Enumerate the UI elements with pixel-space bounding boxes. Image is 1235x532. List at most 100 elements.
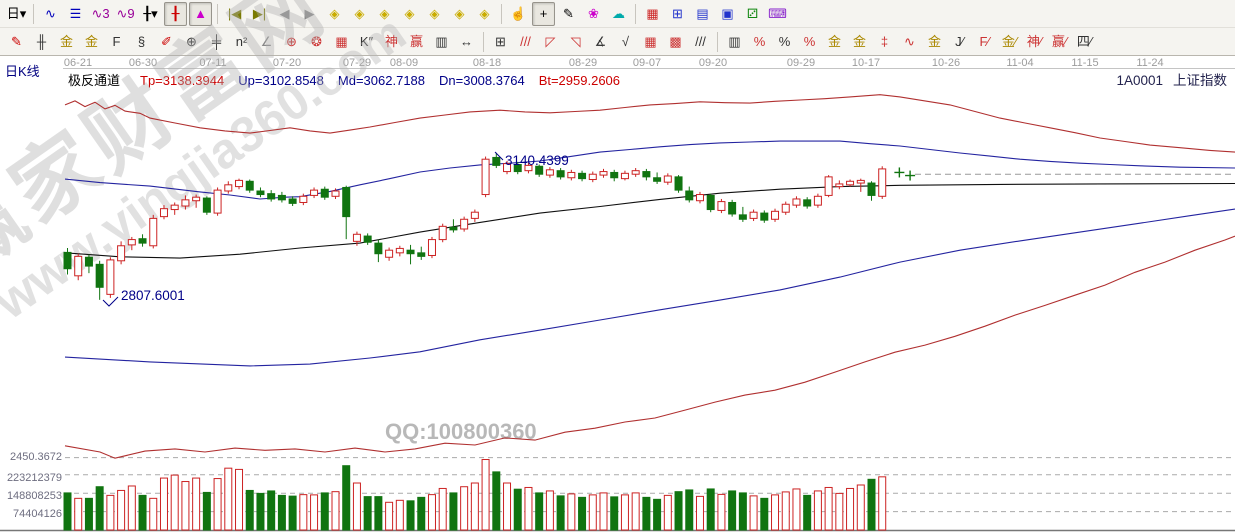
star-circle-red-button[interactable]: ❂ bbox=[311, 33, 322, 49]
volume-bar bbox=[310, 494, 319, 531]
candle-body bbox=[878, 168, 887, 197]
color-chart-button[interactable]: ▲ bbox=[189, 1, 212, 26]
crosshair-button[interactable]: + bbox=[532, 1, 555, 26]
volume-bar bbox=[267, 490, 276, 531]
date-tick-label: 08-29 bbox=[568, 57, 598, 69]
percent-wave-button[interactable]: % bbox=[753, 33, 766, 49]
page-prev-button[interactable]: ◀ bbox=[279, 5, 290, 21]
volume-bar bbox=[835, 492, 844, 531]
grid-red-2-button[interactable]: ▩ bbox=[669, 33, 682, 49]
calendar-button[interactable]: ▦ bbox=[646, 5, 659, 21]
compress-y-button[interactable]: ◈ bbox=[479, 5, 490, 21]
volume-bar bbox=[170, 474, 179, 531]
shift-right-button[interactable]: ◈ bbox=[354, 5, 365, 21]
spiral-tool-button[interactable]: § bbox=[137, 33, 146, 49]
j-line-button[interactable]: J∕ bbox=[955, 33, 964, 49]
gold-lines-button[interactable]: 金 bbox=[852, 33, 866, 49]
kline-style-button[interactable]: ╂ bbox=[164, 1, 187, 26]
minute-3-chart-button[interactable]: ∿3 bbox=[91, 5, 110, 21]
gold-circle-button[interactable]: 金 bbox=[827, 33, 841, 49]
check-line-button[interactable]: √ bbox=[621, 33, 630, 49]
fan-box-2-button[interactable]: ◹ bbox=[570, 33, 581, 49]
f-line-button[interactable]: F∕ bbox=[979, 33, 990, 49]
si-line-button[interactable]: 四∕ bbox=[1076, 33, 1093, 49]
first-page-button[interactable]: |◀ bbox=[227, 5, 242, 21]
gann-fan-button[interactable]: /// bbox=[520, 33, 531, 49]
k-quote-button[interactable]: K″ bbox=[359, 33, 374, 49]
candle-body bbox=[695, 194, 704, 202]
percent-lines-button[interactable]: ╪ bbox=[211, 33, 222, 49]
golden-section-2-button[interactable]: 金 bbox=[84, 33, 98, 49]
pen-red-button[interactable]: ✎ bbox=[11, 33, 22, 49]
quote-list-button[interactable]: ☰ bbox=[69, 5, 82, 21]
ying-tool-button[interactable]: 赢 bbox=[409, 33, 423, 49]
parallel-lines-button[interactable]: /// bbox=[695, 33, 706, 49]
volume-bar bbox=[427, 494, 436, 531]
annotation-leader bbox=[494, 151, 504, 161]
full-view-button[interactable]: ◈ bbox=[429, 5, 440, 21]
percent-button[interactable]: % bbox=[778, 33, 791, 49]
pen-bars-button[interactable]: ‡ bbox=[880, 33, 889, 49]
volume-bar bbox=[771, 494, 780, 531]
volume-bar bbox=[760, 497, 769, 531]
expand-x-button[interactable]: ◈ bbox=[379, 5, 390, 21]
page-next-button[interactable]: ▶ bbox=[304, 5, 315, 21]
volume-grid-label-2: 148808253 bbox=[6, 490, 62, 502]
count-box-button[interactable]: ▥ bbox=[435, 33, 448, 49]
date-tick-label: 07-20 bbox=[272, 57, 302, 69]
data-columns-button[interactable]: ▥ bbox=[728, 33, 741, 49]
system-tool-button[interactable]: ⌨ bbox=[768, 5, 787, 21]
channel-line-tp bbox=[64, 94, 1235, 153]
volume-bar bbox=[202, 491, 211, 531]
volume-bar bbox=[374, 496, 383, 531]
hand-drag-button[interactable]: ☝ bbox=[510, 5, 527, 21]
wave-channel-button[interactable]: ∿ bbox=[904, 33, 915, 49]
candle-body bbox=[138, 238, 147, 244]
date-axis-line bbox=[63, 68, 1235, 69]
candle-body bbox=[363, 235, 372, 243]
pen-lines-button[interactable]: ✐ bbox=[161, 33, 172, 49]
candle-body bbox=[267, 193, 276, 200]
ruler-lines-button[interactable]: ╫ bbox=[36, 33, 47, 49]
expand-y-button[interactable]: ◈ bbox=[454, 5, 465, 21]
circle-cross-red-button[interactable]: ⊕ bbox=[286, 33, 297, 49]
n-squared-button[interactable]: n² bbox=[235, 33, 248, 49]
pointer-draw-button[interactable]: ✎ bbox=[563, 5, 574, 21]
shift-left-button[interactable]: ◈ bbox=[329, 5, 340, 21]
flower-draw-button[interactable]: ❀ bbox=[588, 5, 599, 21]
volume-bar bbox=[235, 468, 244, 531]
fibonacci-lines-button[interactable]: F bbox=[112, 33, 121, 49]
golden-section-1-button[interactable]: 金 bbox=[59, 33, 73, 49]
cycle-circle-button[interactable]: ⊕ bbox=[186, 33, 197, 49]
candle-type-dropdown-button[interactable]: ╂▾ bbox=[143, 5, 158, 21]
minute-9-chart-button[interactable]: ∿9 bbox=[116, 5, 135, 21]
notes-button[interactable]: ▤ bbox=[696, 5, 709, 21]
angle-lines-button[interactable]: ∡ bbox=[594, 33, 607, 49]
shen-line-button[interactable]: 神∕ bbox=[1026, 33, 1043, 49]
gold-box-button[interactable]: 金 bbox=[927, 33, 941, 49]
cloud-draw-button[interactable]: ☁ bbox=[612, 5, 625, 21]
candle-body bbox=[524, 164, 533, 172]
calculator-button[interactable]: ⊞ bbox=[672, 5, 683, 21]
candle-body bbox=[427, 239, 436, 256]
boxed-grid-red-button[interactable]: ▦ bbox=[335, 33, 348, 49]
save-button[interactable]: ▣ bbox=[721, 5, 734, 21]
percent-line-button[interactable]: % bbox=[803, 33, 816, 49]
angle-line-button[interactable]: ∠ bbox=[260, 33, 273, 49]
blocks-button[interactable]: ⚂ bbox=[746, 5, 759, 21]
width-arrows-button[interactable]: ↔ bbox=[460, 33, 473, 49]
dynamic-chart-button[interactable]: ∿ bbox=[45, 5, 56, 21]
candle-body bbox=[803, 199, 812, 207]
period-day-dropdown-button[interactable]: 日▾ bbox=[6, 5, 27, 21]
compress-x-button[interactable]: ◈ bbox=[404, 5, 415, 21]
ying-line-button[interactable]: 赢∕ bbox=[1051, 33, 1068, 49]
volume-bar bbox=[706, 488, 715, 531]
shen-tool-button[interactable]: 神 bbox=[384, 33, 398, 49]
fan-box-1-button[interactable]: ◸ bbox=[545, 33, 556, 49]
grid-red-1-button[interactable]: ▦ bbox=[644, 33, 657, 49]
last-page-button[interactable]: ▶| bbox=[252, 5, 267, 21]
date-tick-label: 10-26 bbox=[931, 57, 961, 69]
grid-tool-button[interactable]: ⊞ bbox=[495, 33, 506, 49]
gold-line-button[interactable]: 金∕ bbox=[1001, 33, 1018, 49]
